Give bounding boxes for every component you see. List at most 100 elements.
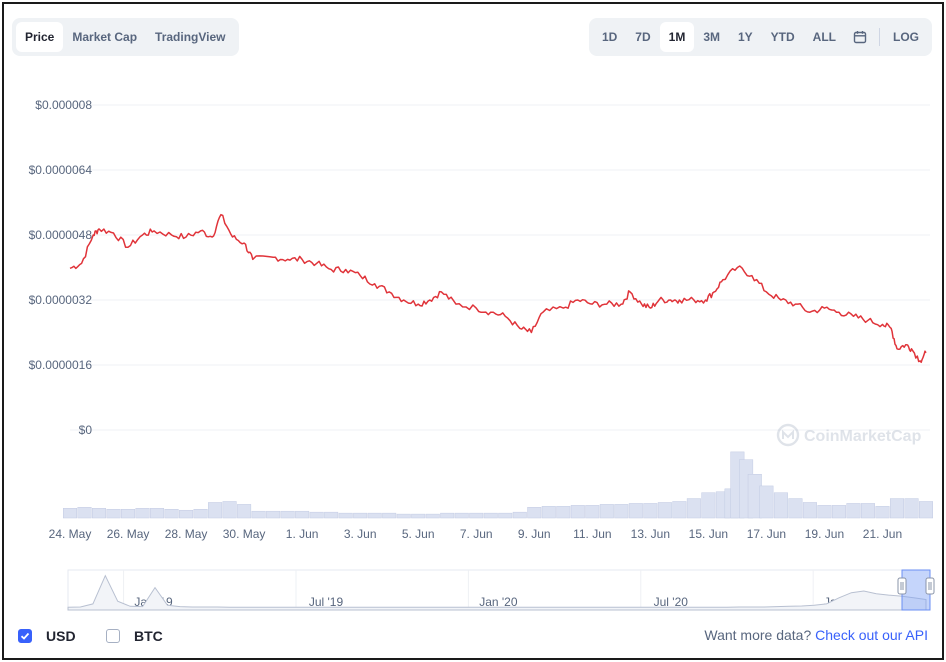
volume-bar <box>599 504 614 519</box>
price-chart: $0 $0.0000016 $0.0000032 $0.0000048 $0.00000… <box>29 98 935 611</box>
btc-label: BTC <box>134 628 163 644</box>
volume-bar <box>237 504 252 519</box>
volume-bar <box>324 511 339 519</box>
volume-bar <box>222 501 237 519</box>
range-tabs: 1D 7D 1M 3M 1Y YTD ALL LOG <box>588 18 932 56</box>
calendar-button[interactable] <box>845 22 875 52</box>
btc-check-icon <box>106 629 120 643</box>
x-tick-label: 19. Jun <box>805 527 844 541</box>
x-tick-label: 1. Jun <box>286 527 319 541</box>
more-data-text: Want more data? Check out our API <box>704 627 928 643</box>
volume-bar <box>527 507 542 519</box>
volume-bar <box>338 512 353 519</box>
chart-grid <box>70 104 930 431</box>
volume-bar <box>77 507 92 519</box>
volume-bar <box>396 513 411 519</box>
range-3m[interactable]: 3M <box>703 30 720 44</box>
usd-check-icon <box>18 629 32 643</box>
log-scale-toggle[interactable]: LOG <box>893 30 919 44</box>
x-tick-label: 30. May <box>223 527 266 541</box>
navigator-tick-label: Jan '20 <box>479 595 518 609</box>
range-ytd[interactable]: YTD <box>770 30 795 44</box>
y-tick-label: $0.0000064 <box>29 163 93 177</box>
volume-bar <box>773 492 788 519</box>
calendar-icon <box>853 31 867 44</box>
y-tick-label: $0.0000048 <box>29 228 93 242</box>
x-tick-label: 24. May <box>49 527 92 541</box>
more-data-prompt: Want more data? <box>704 627 812 643</box>
volume-bar <box>657 502 672 519</box>
volume-bar <box>614 504 629 519</box>
tab-price[interactable]: Price <box>16 22 64 52</box>
volume-bar <box>686 498 701 519</box>
volume-bar <box>570 505 585 519</box>
volume-bar <box>295 510 310 519</box>
x-tick-label: 5. Jun <box>402 527 435 541</box>
volume-bar <box>121 509 136 519</box>
volume-bars <box>62 451 934 519</box>
volume-bar <box>164 509 179 519</box>
volume-bar <box>643 503 658 519</box>
volume-bar <box>425 513 440 519</box>
y-tick-label: $0.0000032 <box>29 293 93 307</box>
watermark-text: CoinMarketCap <box>804 428 922 445</box>
volume-bar <box>889 498 904 519</box>
y-tick-label: $0.0000016 <box>29 358 93 372</box>
range-1m[interactable]: 1M <box>659 22 695 52</box>
y-tick-label: $0 <box>79 423 93 437</box>
volume-bar <box>208 502 223 519</box>
x-tick-label: 15. Jun <box>689 527 728 541</box>
volume-bar <box>382 512 397 519</box>
watermark: CoinMarketCap <box>776 423 922 447</box>
volume-bar <box>556 506 571 519</box>
chart-footer: USD BTC Want more data? Check out our AP… <box>4 622 942 652</box>
volume-bar <box>483 512 498 519</box>
x-axis-labels: 24. May 26. May 28. May 30. May 1. Jun 3. Jun… <box>49 527 903 541</box>
x-tick-label: 21. Jun <box>863 527 902 541</box>
volume-bar <box>135 508 150 519</box>
volume-bar <box>62 508 78 519</box>
navigator-selection[interactable] <box>901 569 931 611</box>
volume-bar <box>411 513 426 519</box>
coinmarketcap-logo-icon <box>776 423 800 447</box>
btc-checkbox[interactable]: BTC <box>106 628 163 644</box>
navigator-tick-label: Jul '19 <box>309 595 344 609</box>
volume-bar <box>701 492 716 519</box>
volume-bar <box>672 501 687 519</box>
range-7d[interactable]: 7D <box>635 30 651 44</box>
volume-bar <box>469 512 484 519</box>
usd-checkbox[interactable]: USD <box>18 628 76 644</box>
volume-bar <box>440 512 455 519</box>
api-link[interactable]: Check out our API <box>815 627 928 643</box>
volume-bar <box>179 509 194 519</box>
price-series-line <box>69 213 927 364</box>
volume-bar <box>788 498 803 519</box>
range-1d[interactable]: 1D <box>601 30 618 44</box>
navigator-left-handle[interactable] <box>897 577 907 595</box>
volume-bar <box>904 498 919 519</box>
volume-bar <box>628 503 643 519</box>
volume-bar <box>817 505 832 519</box>
volume-bar <box>454 512 469 519</box>
volume-bar <box>353 512 368 519</box>
volume-bar <box>512 511 527 519</box>
range-all[interactable]: ALL <box>812 30 836 44</box>
y-axis-labels: $0 $0.0000016 $0.0000032 $0.0000048 $0.00000… <box>29 98 93 437</box>
range-1y[interactable]: 1Y <box>737 30 753 44</box>
volume-bar <box>918 501 934 519</box>
volume-bar <box>802 502 817 519</box>
volume-bar <box>367 512 382 519</box>
volume-bar <box>92 508 107 519</box>
navigator-right-handle[interactable] <box>925 577 935 595</box>
volume-bar <box>251 510 266 519</box>
volume-bar <box>759 485 774 519</box>
volume-bar <box>541 506 556 519</box>
tab-market-cap[interactable]: Market Cap <box>72 30 138 44</box>
tab-tradingview[interactable]: TradingView <box>155 30 226 44</box>
volume-bar <box>309 511 324 519</box>
volume-bar <box>585 505 600 519</box>
x-tick-label: 17. Jun <box>747 527 786 541</box>
x-tick-label: 7. Jun <box>460 527 493 541</box>
